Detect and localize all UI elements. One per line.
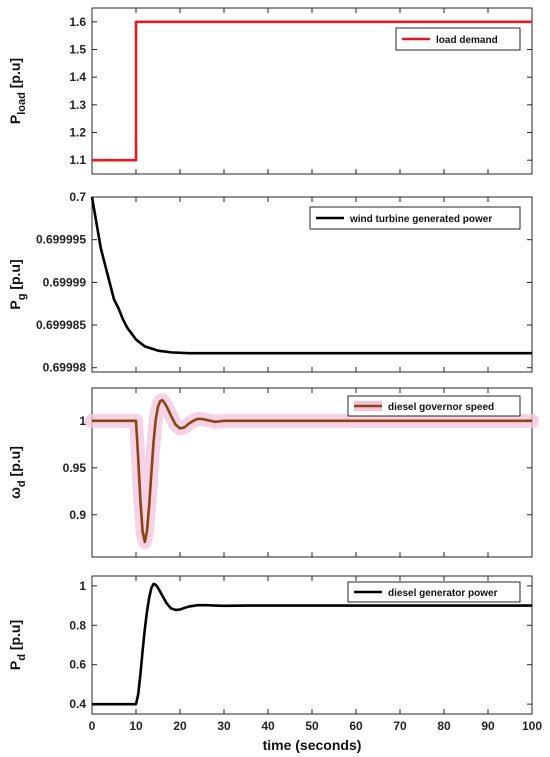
x-tick-label: 10 <box>129 719 143 733</box>
legend: wind turbine generated power <box>309 206 521 230</box>
y-axis-label-unit: [p.u] <box>7 58 23 92</box>
legend-label: wind turbine generated power <box>349 214 492 225</box>
x-tick-label: 30 <box>217 719 231 733</box>
x-tick-label: 0 <box>89 719 96 733</box>
y-tick-label: 0.8 <box>69 618 86 632</box>
y-axis-label-unit: [p.u] <box>7 620 23 654</box>
x-tick-label: 70 <box>393 719 407 733</box>
y-tick-label: 0.7 <box>69 190 86 204</box>
series-line-1 <box>92 398 532 544</box>
y-tick-label: 0.4 <box>69 697 86 711</box>
y-tick-label: 0.699995 <box>36 233 86 247</box>
legend-box <box>347 395 521 417</box>
x-tick-label: 50 <box>305 719 319 733</box>
legend-label: diesel generator power <box>388 588 498 599</box>
chart-panel-2: 0.69998 0.699985 0.69999 0.699995 0.7 wind tu… <box>7 190 533 375</box>
y-tick-label: 0.9 <box>69 508 86 522</box>
x-tick-label: 90 <box>481 719 495 733</box>
y-tick-label: 1 <box>79 579 86 593</box>
x-axis-label: time (seconds) <box>263 737 362 753</box>
legend: diesel governor speed <box>347 395 521 417</box>
y-axis-label-main: P <box>7 661 23 670</box>
series-line-1 <box>92 20 532 162</box>
x-tick-label: 40 <box>261 719 275 733</box>
y-axis-label: ωd [p.u] <box>7 446 28 499</box>
y-axis-label-main: ω <box>7 487 23 499</box>
x-tick-label: 60 <box>349 719 363 733</box>
y-axis-label: Pg [p.u] <box>7 259 28 309</box>
y-tick-label: 0.95 <box>63 461 87 475</box>
x-tick-label: 100 <box>522 719 542 733</box>
y-tick-label: 1.5 <box>69 43 86 57</box>
y-tick-label: 0.6 <box>69 658 86 672</box>
y-tick-label: 0.69998 <box>43 361 87 375</box>
x-tick-label: 20 <box>173 719 187 733</box>
y-axis-label-unit: [p.u] <box>7 259 23 293</box>
y-tick-label: 0.699985 <box>36 318 86 332</box>
chart-panel-1: 1.1 1.2 1.3 1.4 1.5 1.6 load demand Pload [p.u] <box>7 7 533 175</box>
y-tick-label: 1.4 <box>69 70 86 84</box>
x-tick-label: 80 <box>437 719 451 733</box>
y-axis-label: Pd [p.u] <box>7 620 28 670</box>
y-axis-label-main: P <box>7 115 23 124</box>
legend-label: load demand <box>436 35 498 46</box>
legend-box <box>347 581 521 603</box>
legend: diesel generator power <box>347 581 521 603</box>
y-axis-label-sub: load <box>16 92 28 115</box>
legend-label: diesel governor speed <box>388 402 494 413</box>
legend-box <box>395 27 521 51</box>
legend: load demand <box>395 27 521 51</box>
legend-box <box>309 206 521 230</box>
y-axis-label: Pload [p.u] <box>7 58 28 124</box>
y-tick-label: 1.3 <box>69 98 86 112</box>
y-tick-label: 1.6 <box>69 15 86 29</box>
y-axis-label-sub: g <box>16 294 28 301</box>
y-tick-label: 1.1 <box>69 153 86 167</box>
y-axis-label-unit: [p.u] <box>7 446 23 480</box>
y-axis-label-main: P <box>7 300 23 309</box>
y-tick-label: 1.2 <box>69 126 86 140</box>
series-line-1 <box>90 196 532 355</box>
series-line-1 <box>92 582 532 706</box>
y-tick-label: 1 <box>79 414 86 428</box>
y-axis-label-sub: d <box>16 480 28 487</box>
y-axis-label-sub: d <box>16 654 28 661</box>
y-tick-label: 0.69999 <box>43 275 87 289</box>
chart-panel-3: 0.9 0.95 1 diesel governor speed ωd [p.u] <box>7 387 539 558</box>
